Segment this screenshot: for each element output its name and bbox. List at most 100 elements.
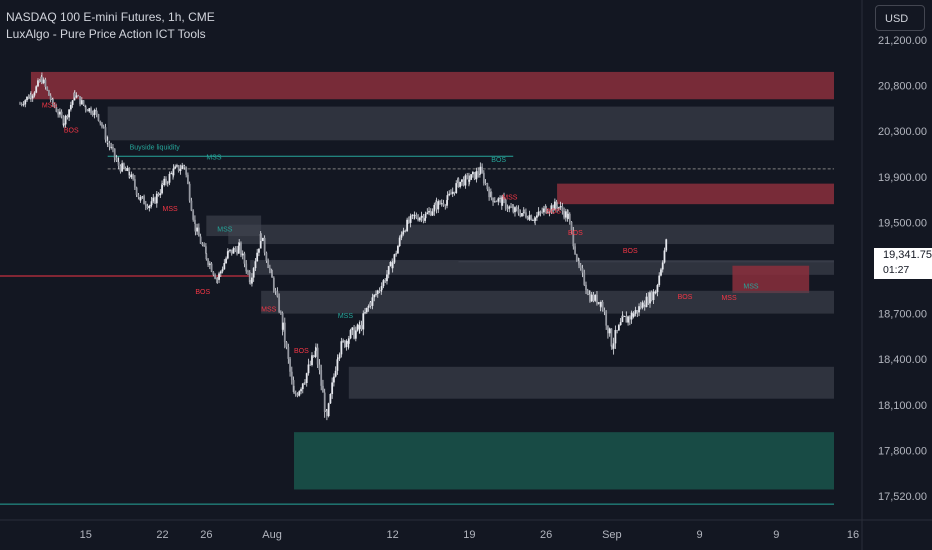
candle-body xyxy=(37,80,39,87)
bar-countdown: 01:27 xyxy=(883,264,910,276)
candle-body xyxy=(479,173,481,175)
range-zone xyxy=(107,106,835,141)
structure-label: MSS xyxy=(162,206,178,213)
candle-body xyxy=(422,215,425,221)
candle-body xyxy=(461,179,463,182)
candle-body xyxy=(444,205,447,207)
candle-body xyxy=(459,181,462,187)
last-price-value: 19,341.75 xyxy=(883,249,932,261)
candle-body xyxy=(654,292,657,294)
candle-body xyxy=(112,146,114,149)
candle-body xyxy=(610,328,613,347)
candle-body xyxy=(248,272,251,283)
candle-body xyxy=(53,103,56,108)
candle-body xyxy=(431,211,434,216)
candle-body xyxy=(639,306,642,308)
candle-body xyxy=(300,389,302,392)
candle-body xyxy=(121,163,124,172)
time-tick-label: 16 xyxy=(847,529,859,541)
candle-body xyxy=(596,294,598,304)
candle-body xyxy=(97,114,100,121)
candle-body xyxy=(641,302,644,308)
candle-body xyxy=(154,197,156,204)
candle-body xyxy=(69,104,72,110)
candle-body xyxy=(409,215,412,223)
candle-body xyxy=(216,279,219,281)
candle-body xyxy=(71,100,74,105)
candle-body xyxy=(133,179,136,188)
candle-body xyxy=(139,197,142,201)
candle-body xyxy=(318,364,321,371)
candle-body xyxy=(433,204,436,212)
candle-body xyxy=(638,306,640,313)
candle-body xyxy=(298,391,301,396)
structure-label: BOS xyxy=(678,294,693,301)
candle-body xyxy=(157,193,160,196)
candle-body xyxy=(329,394,332,404)
candle-body xyxy=(57,111,60,115)
candle-body xyxy=(579,265,582,269)
candle-body xyxy=(22,104,25,106)
candle-body xyxy=(256,252,259,262)
candle-body xyxy=(484,183,487,184)
candle-body xyxy=(448,193,451,196)
currency-button[interactable]: USD xyxy=(875,5,925,31)
time-tick-label: 9 xyxy=(773,529,779,541)
candle-body xyxy=(289,358,291,372)
candle-body xyxy=(636,310,639,313)
candle-body xyxy=(429,210,432,216)
price-tick-label: 17,520.00 xyxy=(878,491,927,503)
candle-body xyxy=(225,258,227,264)
candle-body xyxy=(51,99,54,104)
candle-body xyxy=(605,311,608,326)
candle-body xyxy=(457,178,460,187)
candle-body xyxy=(247,271,249,273)
candle-body xyxy=(499,197,501,199)
indicator-title[interactable]: LuxAlgo - Pure Price Action ICT Tools xyxy=(6,27,206,41)
time-tick-label: 12 xyxy=(387,529,399,541)
candle-body xyxy=(376,290,379,294)
candle-body xyxy=(141,196,144,198)
candle-body xyxy=(387,266,390,275)
candle-body xyxy=(395,253,398,255)
candle-body xyxy=(555,201,558,206)
candle-body xyxy=(415,214,418,219)
candle-body xyxy=(194,219,196,224)
candle-body xyxy=(132,174,135,180)
candle-body xyxy=(99,120,102,124)
candle-body xyxy=(307,364,310,374)
candle-body xyxy=(30,94,32,99)
candle-body xyxy=(316,347,319,365)
price-tick-label: 19,900.00 xyxy=(878,172,927,184)
candle-body xyxy=(575,254,578,261)
candle-body xyxy=(294,393,297,395)
candle-body xyxy=(223,263,226,270)
candle-body xyxy=(265,252,268,261)
candle-body xyxy=(90,108,92,114)
candle-body xyxy=(212,271,215,275)
candle-body xyxy=(660,269,662,276)
candle-body xyxy=(331,382,334,395)
candle-body xyxy=(55,107,58,112)
candle-body xyxy=(594,294,597,301)
candle-body xyxy=(270,270,273,274)
candle-body xyxy=(282,322,284,330)
candle-body xyxy=(643,302,646,307)
candle-body xyxy=(497,198,500,202)
time-tick-label: 15 xyxy=(80,529,92,541)
symbol-title[interactable]: NASDAQ 100 E-mini Futures, 1h, CME xyxy=(6,10,215,24)
candle-body xyxy=(258,248,260,253)
candle-body xyxy=(95,109,98,111)
candle-body xyxy=(656,285,659,293)
candle-body xyxy=(597,302,600,304)
candle-body xyxy=(389,261,392,267)
candle-body xyxy=(301,383,304,390)
candle-body xyxy=(537,211,540,216)
candle-body xyxy=(199,236,202,244)
candle-body xyxy=(428,210,430,213)
candle-body xyxy=(260,234,263,242)
candle-body xyxy=(397,246,399,254)
candle-body xyxy=(440,203,443,205)
